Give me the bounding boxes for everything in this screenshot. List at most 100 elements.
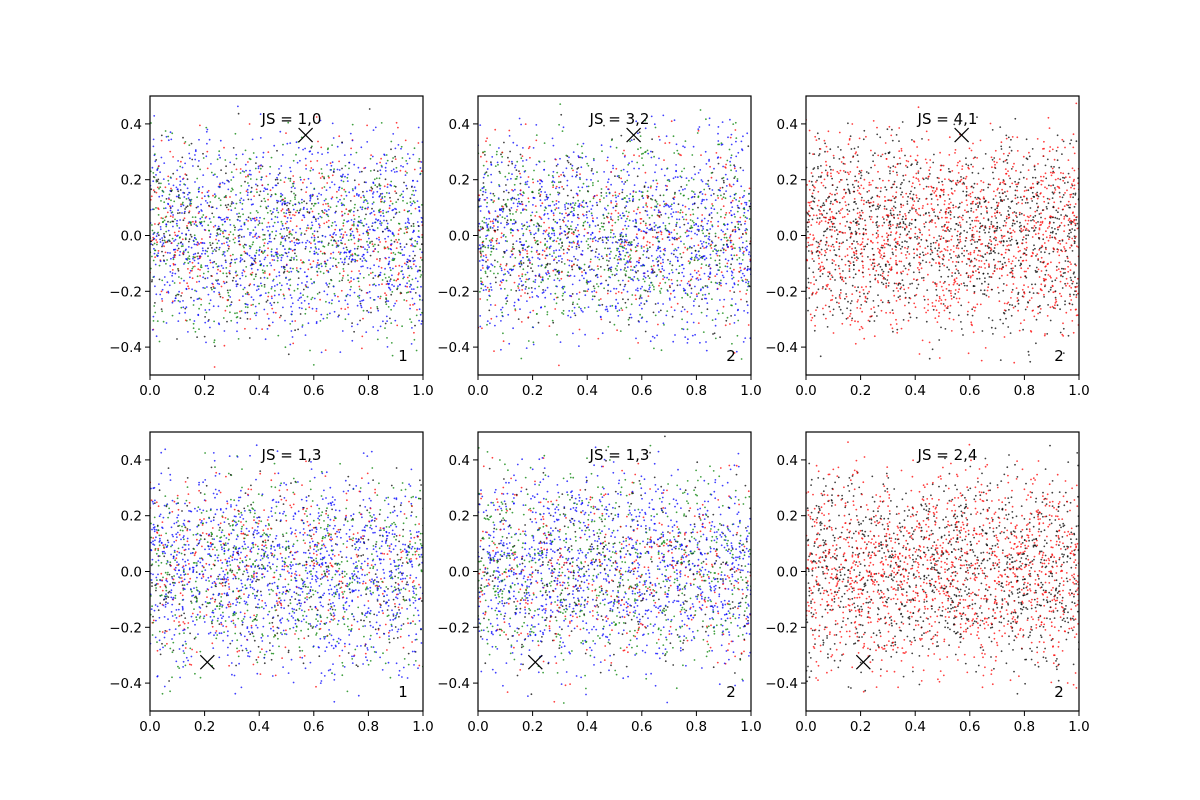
scatter-point <box>726 265 729 268</box>
scatter-point <box>378 195 381 198</box>
scatter-point <box>590 208 593 211</box>
scatter-point <box>726 270 729 273</box>
scatter-point <box>582 311 584 313</box>
scatter-point <box>717 140 720 142</box>
scatter-point <box>198 186 201 189</box>
scatter-point <box>577 186 580 189</box>
scatter-point <box>572 202 574 204</box>
scatter-point <box>395 279 398 282</box>
scatter-point <box>707 185 710 188</box>
scatter-point <box>614 267 617 270</box>
scatter-point <box>635 212 638 215</box>
scatter-point <box>393 171 396 173</box>
scatter-point <box>623 247 626 249</box>
scatter-point <box>224 255 226 257</box>
scatter-point <box>276 255 279 258</box>
scatter-point <box>642 237 645 240</box>
scatter-point <box>171 280 174 282</box>
scatter-point <box>684 231 687 234</box>
scatter-point <box>341 228 343 231</box>
scatter-point <box>379 187 381 190</box>
scatter-point <box>404 222 407 225</box>
scatter-point <box>569 294 571 297</box>
scatter-point <box>546 240 549 243</box>
scatter-point <box>500 281 503 284</box>
scatter-point <box>420 274 423 276</box>
scatter-point <box>235 194 237 196</box>
scatter-point <box>159 171 162 174</box>
scatter-point <box>221 181 224 184</box>
scatter-point <box>289 220 292 223</box>
scatter-point <box>662 253 665 255</box>
scatter-point <box>372 196 374 199</box>
scatter-point <box>317 248 320 251</box>
scatter-point <box>180 160 182 163</box>
scatter-point <box>344 308 347 310</box>
scatter-point <box>686 235 688 238</box>
scatter-point <box>166 251 169 254</box>
scatter-point <box>228 271 231 274</box>
scatter-point <box>592 285 595 288</box>
scatter-point <box>650 115 653 118</box>
scatter-point <box>618 176 621 179</box>
scatter-point <box>288 211 290 214</box>
scatter-point <box>582 213 584 216</box>
scatter-point <box>485 256 488 259</box>
scatter-point <box>634 294 637 297</box>
scatter-point <box>273 269 276 271</box>
scatter-point <box>413 186 416 189</box>
scatter-point <box>494 276 497 279</box>
scatter-point <box>674 248 677 250</box>
scatter-point <box>685 218 688 221</box>
scatter-point <box>617 302 619 305</box>
scatter-point <box>382 215 385 218</box>
scatter-point <box>663 205 665 208</box>
scatter-point <box>539 216 542 219</box>
scatter-point <box>356 323 359 326</box>
scatter-point <box>395 121 398 124</box>
scatter-point <box>388 276 390 278</box>
scatter-point <box>649 290 652 293</box>
scatter-point <box>481 220 484 223</box>
scatter-point <box>690 177 693 179</box>
scatter-point <box>417 235 420 238</box>
scatter-point <box>249 212 252 214</box>
scatter-point <box>403 254 406 256</box>
scatter-point <box>197 205 199 208</box>
scatter-point <box>586 282 589 285</box>
scatter-point <box>229 265 232 267</box>
scatter-point <box>257 211 259 214</box>
scatter-point <box>393 259 395 261</box>
scatter-point <box>181 166 184 169</box>
scatter-point <box>511 160 513 163</box>
scatter-point <box>227 291 230 294</box>
scatter-point <box>657 323 659 326</box>
scatter-point <box>284 197 286 200</box>
scatter-point <box>624 197 626 199</box>
scatter-point <box>745 248 748 251</box>
scatter-point <box>188 144 191 147</box>
scatter-point <box>369 189 371 192</box>
scatter-point <box>524 181 527 184</box>
scatter-point <box>573 312 576 315</box>
scatter-point <box>711 241 714 244</box>
scatter-point <box>207 189 210 192</box>
scatter-point <box>556 270 559 273</box>
scatter-point <box>287 287 290 290</box>
scatter-point <box>162 242 165 245</box>
scatter-point <box>621 198 623 201</box>
scatter-point <box>351 139 354 142</box>
scatter-point <box>358 234 361 237</box>
scatter-point <box>638 155 641 157</box>
scatter-point <box>327 244 330 246</box>
scatter-point <box>618 309 621 312</box>
scatter-point <box>248 173 251 176</box>
scatter-point <box>327 286 330 288</box>
scatter-point <box>562 248 565 251</box>
scatter-point <box>576 216 579 219</box>
scatter-point <box>694 298 696 301</box>
scatter-point <box>555 256 557 259</box>
scatter-point <box>252 203 254 206</box>
scatter-point <box>578 203 581 205</box>
scatter-point <box>679 235 682 238</box>
